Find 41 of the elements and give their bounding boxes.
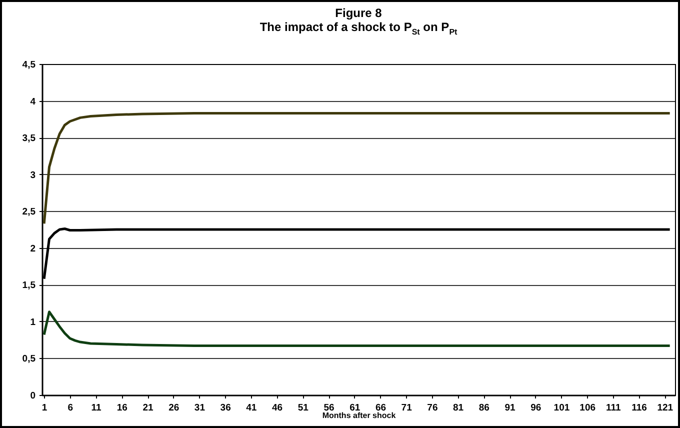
y-tick-label: 3 [30, 170, 36, 181]
x-axis-title: Months after shock [322, 411, 396, 420]
y-tick-label: 3,5 [22, 133, 36, 144]
y-tick-label: 4 [30, 96, 36, 108]
y-tick-label: 1 [30, 316, 36, 328]
x-tick-label: 71 [401, 402, 413, 414]
y-tick-label: 0 [30, 390, 36, 402]
line-series [42, 310, 672, 347]
x-tick-label: 101 [554, 402, 570, 414]
x-tick-label: 96 [530, 402, 542, 414]
x-tick-label: 111 [606, 402, 622, 414]
x-tick-label: 46 [272, 402, 283, 414]
x-tick-label: 66 [375, 402, 386, 414]
x-tick-label: 76 [427, 402, 438, 414]
x-tick-label: 81 [453, 402, 464, 414]
x-tick-label: 26 [168, 402, 180, 414]
x-tick-label: 31 [194, 402, 206, 414]
x-tick-label: 6 [68, 402, 74, 414]
x-tick-label: 86 [478, 402, 490, 414]
x-tick-label: 106 [580, 402, 596, 414]
x-tick-label: 51 [298, 402, 310, 414]
x-tick-label: 121 [657, 402, 674, 414]
x-tick-label: 16 [116, 402, 128, 414]
x-tick-label: 21 [142, 402, 154, 414]
y-tick-label: 1,5 [22, 280, 36, 292]
x-tick-label: 36 [220, 402, 231, 414]
x-tick-label: 116 [632, 402, 647, 414]
y-tick-label: 2,5 [22, 206, 36, 218]
chart-title: Figure 8 [334, 6, 383, 20]
x-tick-label: 11 [91, 402, 102, 414]
line-series [42, 228, 672, 280]
chart-subtitle: The impact of a shock to P$_{St}$ on P$_{Pt}$ [258, 20, 458, 38]
x-tick-label: 41 [246, 402, 258, 414]
line-series [42, 112, 672, 225]
y-tick-label: 4,5 [22, 60, 36, 70]
y-tick-label: 0,5 [22, 354, 36, 365]
x-tick-label: 1 [42, 402, 48, 414]
x-tick-label: 61 [350, 402, 361, 414]
x-tick-label: 91 [504, 402, 516, 414]
y-tick-label: 2 [30, 243, 36, 254]
x-tick-label: 56 [324, 402, 334, 414]
